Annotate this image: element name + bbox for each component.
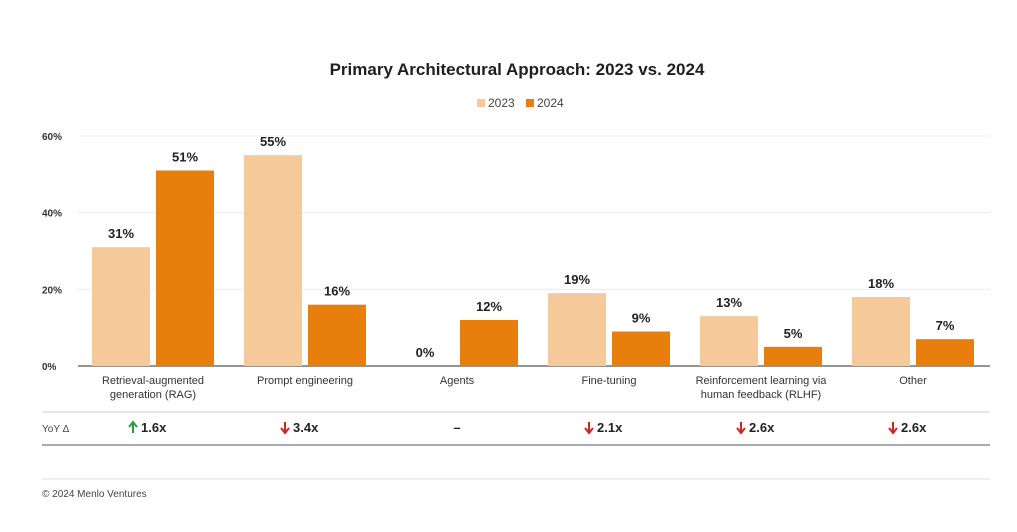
bar-2024 <box>612 331 670 366</box>
legend-swatch-2024 <box>526 99 534 107</box>
data-label-2023: 13% <box>716 295 742 310</box>
footer-copyright: © 2024 Menlo Ventures <box>42 489 147 500</box>
data-label-2024: 9% <box>632 311 651 326</box>
y-tick-label: 60% <box>42 132 62 143</box>
category-label: Other <box>899 375 927 387</box>
data-label-2023: 0% <box>416 345 435 360</box>
arrow-down-icon <box>584 422 594 435</box>
category-label: human feedback (RLHF) <box>701 389 821 401</box>
category-label: Retrieval-augmented <box>102 375 204 387</box>
yoy-value: 2.6x <box>901 420 927 435</box>
chart-title: Primary Architectural Approach: 2023 vs.… <box>330 60 705 79</box>
bar-2023 <box>700 316 758 366</box>
divider-lines <box>42 411 990 480</box>
bar-2024 <box>156 170 214 366</box>
data-label-2024: 16% <box>324 284 350 299</box>
data-label-2024: 12% <box>476 299 502 314</box>
yoy-value: 1.6x <box>141 420 167 435</box>
bar-2024 <box>916 339 974 366</box>
legend-swatch-2023 <box>477 99 485 107</box>
data-label-2023: 18% <box>868 276 894 291</box>
bar-2024 <box>764 346 822 366</box>
y-tick-label: 40% <box>42 209 62 220</box>
y-axis: 0% 20% 40% 60% <box>42 132 62 373</box>
bar-2024 <box>460 320 518 366</box>
category-label: Fine-tuning <box>581 375 636 387</box>
yoy-row: YoY Δ 1.6x 3.4x – 2.1x 2.6x 2.6x <box>42 420 927 435</box>
bar-2023 <box>852 297 910 366</box>
bar-2023 <box>548 293 606 366</box>
legend: 2023 2024 <box>477 96 564 110</box>
data-label-2024: 7% <box>936 318 955 333</box>
data-label-2023: 19% <box>564 272 590 287</box>
bar-2023 <box>244 155 302 366</box>
bar-2024 <box>308 304 366 366</box>
legend-label-2024: 2024 <box>537 96 564 110</box>
category-label: Prompt engineering <box>257 375 353 387</box>
arrow-down-icon <box>736 422 746 435</box>
arrow-down-icon <box>280 422 290 435</box>
data-labels: 31% 51% 55% 16% 0% 12% 19% 9% 13% 5% 18% 7% <box>108 134 955 360</box>
category-label: Reinforcement learning via <box>696 375 828 387</box>
yoy-header: YoY Δ <box>42 424 70 435</box>
data-label-2023: 31% <box>108 226 134 241</box>
legend-label-2023: 2023 <box>488 96 515 110</box>
bars <box>92 155 974 366</box>
arrow-down-icon <box>888 422 898 435</box>
yoy-value: 2.6x <box>749 420 775 435</box>
bar-2023 <box>92 247 150 366</box>
yoy-value: 3.4x <box>293 420 319 435</box>
data-label-2024: 5% <box>784 326 803 341</box>
category-label: generation (RAG) <box>110 389 196 401</box>
y-tick-label: 20% <box>42 285 62 296</box>
yoy-value: 2.1x <box>597 420 623 435</box>
yoy-value: – <box>453 420 460 435</box>
y-tick-label: 0% <box>42 362 57 373</box>
data-label-2024: 51% <box>172 150 198 165</box>
gridlines <box>78 135 990 367</box>
data-label-2023: 55% <box>260 134 286 149</box>
category-label: Agents <box>440 375 475 387</box>
category-labels: Retrieval-augmented generation (RAG) Promp… <box>102 375 927 401</box>
arrow-up-icon <box>128 420 138 433</box>
